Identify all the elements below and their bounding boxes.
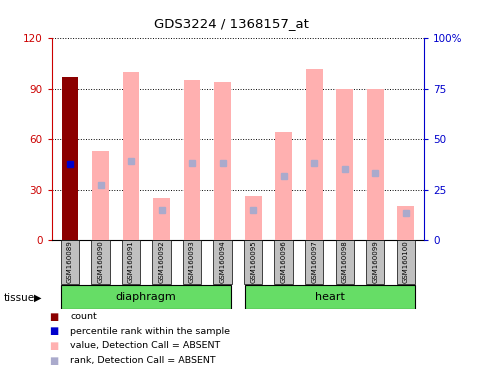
Text: GSM160089: GSM160089 (67, 241, 73, 283)
Bar (122, 240, 140, 284)
Text: value, Detection Call = ABSENT: value, Detection Call = ABSENT (70, 341, 220, 351)
Bar (61, 240, 79, 284)
Bar (92, 151, 109, 240)
Bar (397, 207, 414, 240)
Text: ■: ■ (49, 326, 59, 336)
Bar (367, 89, 384, 240)
Bar (183, 240, 201, 284)
Text: GSM160097: GSM160097 (311, 241, 317, 283)
Bar (306, 69, 322, 240)
Text: GSM160092: GSM160092 (159, 241, 165, 283)
Text: GSM160091: GSM160091 (128, 241, 134, 283)
Text: rank, Detection Call = ABSENT: rank, Detection Call = ABSENT (70, 356, 215, 365)
Text: GSM160099: GSM160099 (372, 241, 378, 283)
Bar (275, 132, 292, 240)
Text: diaphragm: diaphragm (115, 291, 176, 302)
Text: GDS3224 / 1368157_at: GDS3224 / 1368157_at (154, 17, 309, 30)
Bar (305, 240, 323, 284)
Bar (62, 77, 78, 240)
Bar (366, 240, 385, 284)
Bar (214, 82, 231, 240)
Text: GSM160100: GSM160100 (403, 241, 409, 283)
Bar (153, 198, 170, 240)
Text: ■: ■ (49, 312, 59, 322)
Text: tissue: tissue (4, 293, 35, 303)
Bar (213, 240, 232, 284)
Text: count: count (70, 312, 97, 321)
Text: percentile rank within the sample: percentile rank within the sample (70, 327, 230, 336)
Text: heart: heart (315, 291, 345, 302)
Bar (244, 240, 262, 284)
Text: ▶: ▶ (34, 293, 41, 303)
Bar (245, 285, 415, 309)
Text: ■: ■ (49, 341, 59, 351)
Bar (184, 80, 201, 240)
Bar (91, 240, 110, 284)
Bar (245, 196, 261, 240)
Text: GSM160094: GSM160094 (219, 241, 226, 283)
Bar (275, 240, 293, 284)
Bar (336, 89, 353, 240)
Text: GSM160098: GSM160098 (342, 241, 348, 283)
Bar (396, 240, 415, 284)
Text: GSM160093: GSM160093 (189, 241, 195, 283)
Text: GSM160095: GSM160095 (250, 241, 256, 283)
Text: ■: ■ (49, 356, 59, 366)
Text: GSM160090: GSM160090 (98, 241, 104, 283)
Bar (123, 72, 140, 240)
Bar (61, 285, 231, 309)
Text: GSM160096: GSM160096 (281, 241, 286, 283)
Bar (336, 240, 354, 284)
Bar (152, 240, 171, 284)
